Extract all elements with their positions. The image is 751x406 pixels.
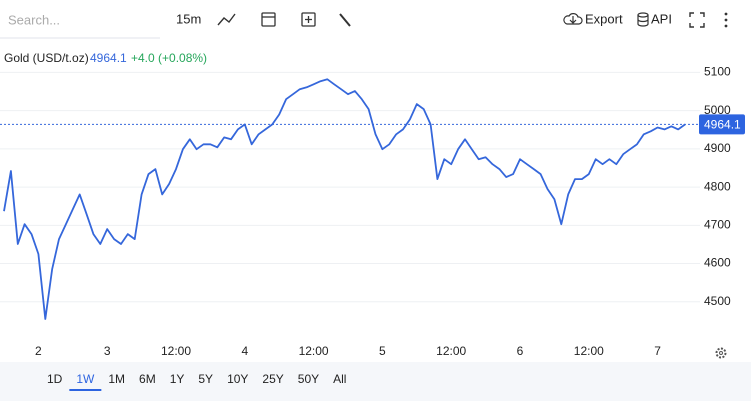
y-tick-label: 5100 bbox=[704, 65, 731, 79]
range-button[interactable]: 1D bbox=[47, 372, 63, 386]
api-icon[interactable] bbox=[637, 12, 649, 27]
x-tick-label: 12:00 bbox=[299, 344, 329, 358]
x-tick-label: 4 bbox=[241, 344, 248, 358]
chart-type-icon[interactable] bbox=[217, 13, 236, 26]
range-button[interactable]: 10Y bbox=[227, 372, 248, 386]
settings-icon[interactable] bbox=[715, 347, 727, 359]
fullscreen-icon[interactable] bbox=[689, 12, 705, 28]
legend-change: +4.0 (+0.08%) bbox=[131, 51, 207, 65]
legend-value: 4964.1 bbox=[90, 51, 127, 65]
menu-icon[interactable] bbox=[724, 12, 728, 28]
range-button[interactable]: 6M bbox=[139, 372, 156, 386]
x-tick-label: 7 bbox=[654, 344, 661, 358]
search-box[interactable] bbox=[0, 0, 160, 38]
range-button[interactable]: 1M bbox=[108, 372, 125, 386]
y-tick-label: 4700 bbox=[704, 217, 731, 231]
add-icon[interactable] bbox=[301, 12, 316, 27]
y-tick-label: 4900 bbox=[704, 141, 731, 155]
x-tick-label: 2 bbox=[35, 344, 42, 358]
export-button[interactable]: Export bbox=[585, 11, 623, 26]
x-tick-label: 12:00 bbox=[436, 344, 466, 358]
x-tick-label: 3 bbox=[104, 344, 111, 358]
search-placeholder[interactable]: Search... bbox=[8, 12, 60, 27]
range-button[interactable]: 1Y bbox=[170, 372, 185, 386]
range-button[interactable]: 1W bbox=[76, 372, 95, 386]
calendar-icon[interactable] bbox=[261, 12, 276, 27]
interval[interactable]: 15m bbox=[176, 11, 201, 26]
last-price-label: 4964.1 bbox=[704, 118, 741, 132]
api-button[interactable]: API bbox=[651, 11, 672, 26]
last-price-tag bbox=[699, 114, 745, 135]
price-line bbox=[3, 78, 686, 320]
range-button[interactable]: 50Y bbox=[298, 372, 319, 386]
x-tick-label: 6 bbox=[517, 344, 524, 358]
legend-name: Gold (USD/t.oz) bbox=[4, 51, 89, 65]
range-button[interactable]: 5Y bbox=[198, 372, 213, 386]
y-tick-label: 4600 bbox=[704, 256, 731, 270]
range-button[interactable]: 25Y bbox=[262, 372, 283, 386]
range-button[interactable]: All bbox=[333, 372, 346, 386]
range-bar bbox=[0, 362, 751, 401]
tools-icon[interactable] bbox=[339, 13, 351, 27]
y-tick-label: 5000 bbox=[704, 103, 731, 117]
x-tick-label: 12:00 bbox=[161, 344, 191, 358]
y-tick-label: 4500 bbox=[704, 294, 731, 308]
x-tick-label: 5 bbox=[379, 344, 386, 358]
x-tick-label: 12:00 bbox=[574, 344, 604, 358]
y-tick-label: 4800 bbox=[704, 179, 731, 193]
export-icon[interactable] bbox=[563, 13, 583, 25]
